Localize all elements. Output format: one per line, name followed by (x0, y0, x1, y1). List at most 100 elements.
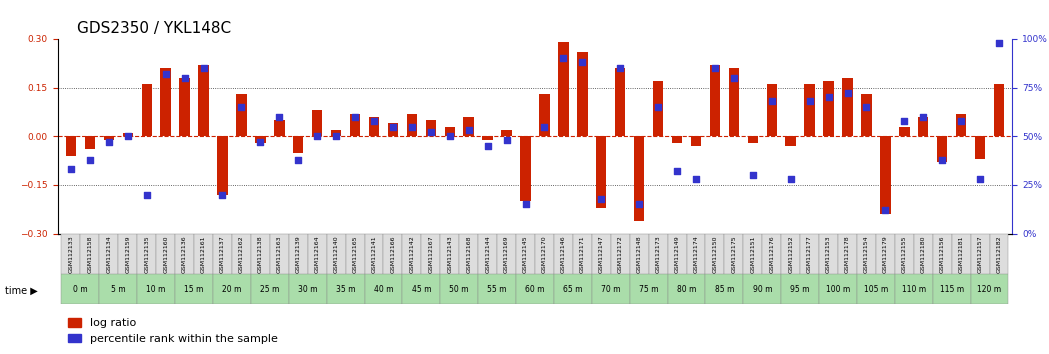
FancyBboxPatch shape (403, 234, 422, 274)
FancyBboxPatch shape (175, 234, 194, 274)
Bar (369, 117, 379, 136)
Text: GSM112158: GSM112158 (87, 235, 92, 273)
Point (783, 176, 799, 182)
Bar (66, 136, 77, 156)
FancyBboxPatch shape (800, 234, 819, 274)
Point (214, 192, 231, 198)
Text: 55 m: 55 m (488, 285, 507, 294)
FancyBboxPatch shape (119, 234, 137, 274)
Text: GSM112171: GSM112171 (580, 235, 585, 273)
Text: GSM112163: GSM112163 (277, 235, 282, 273)
FancyBboxPatch shape (554, 234, 573, 274)
FancyBboxPatch shape (763, 234, 782, 274)
FancyBboxPatch shape (365, 274, 403, 304)
Text: GSM112143: GSM112143 (447, 235, 452, 273)
Text: GSM112167: GSM112167 (428, 235, 433, 273)
FancyBboxPatch shape (951, 234, 970, 274)
Point (327, 133, 344, 139)
FancyBboxPatch shape (175, 274, 213, 304)
Text: GSM112136: GSM112136 (183, 235, 187, 273)
Text: 40 m: 40 m (373, 285, 393, 294)
Text: GSM112159: GSM112159 (125, 235, 130, 273)
Point (801, 98, 818, 104)
Point (896, 118, 913, 124)
Text: GSM112178: GSM112178 (845, 235, 850, 273)
Text: 105 m: 105 m (863, 285, 889, 294)
FancyBboxPatch shape (819, 274, 857, 304)
Text: GSM112145: GSM112145 (523, 235, 528, 273)
Bar (671, 136, 682, 143)
FancyBboxPatch shape (592, 234, 611, 274)
Text: GSM112166: GSM112166 (390, 235, 395, 273)
FancyBboxPatch shape (422, 234, 441, 274)
Text: GSM112147: GSM112147 (599, 235, 604, 273)
FancyBboxPatch shape (573, 234, 592, 274)
Text: 20 m: 20 m (222, 285, 241, 294)
Bar (407, 114, 418, 136)
Point (138, 192, 155, 198)
FancyBboxPatch shape (213, 274, 251, 304)
Text: GSM112165: GSM112165 (352, 235, 358, 273)
Bar (918, 117, 928, 136)
Bar (217, 136, 228, 195)
FancyBboxPatch shape (478, 234, 497, 274)
FancyBboxPatch shape (137, 234, 156, 274)
Text: GSM112149: GSM112149 (675, 235, 680, 273)
FancyBboxPatch shape (441, 274, 478, 304)
FancyBboxPatch shape (403, 274, 441, 304)
Point (290, 157, 306, 162)
Point (668, 169, 685, 174)
Text: GSM112168: GSM112168 (466, 235, 471, 273)
Text: GSM112172: GSM112172 (618, 235, 623, 273)
FancyBboxPatch shape (592, 274, 629, 304)
Point (385, 124, 402, 129)
Bar (142, 84, 152, 136)
Bar (330, 130, 341, 136)
Text: 75 m: 75 m (639, 285, 659, 294)
Bar (729, 68, 740, 136)
FancyBboxPatch shape (345, 234, 365, 274)
FancyBboxPatch shape (307, 234, 326, 274)
Text: 25 m: 25 m (260, 285, 279, 294)
Point (176, 75, 193, 81)
Text: GSM112142: GSM112142 (409, 235, 414, 273)
Text: GSM112137: GSM112137 (220, 235, 224, 273)
Point (82, 157, 99, 162)
FancyBboxPatch shape (819, 234, 838, 274)
FancyBboxPatch shape (251, 234, 270, 274)
Bar (786, 136, 796, 146)
Text: GSM112160: GSM112160 (164, 235, 168, 273)
Text: 60 m: 60 m (526, 285, 544, 294)
FancyBboxPatch shape (194, 234, 213, 274)
FancyBboxPatch shape (895, 234, 914, 274)
Bar (274, 120, 284, 136)
Bar (577, 52, 587, 136)
Point (101, 139, 117, 145)
Point (971, 176, 988, 182)
Point (934, 157, 950, 162)
Text: GSM112177: GSM112177 (807, 235, 812, 273)
Text: GSM112138: GSM112138 (258, 235, 263, 273)
Bar (179, 78, 190, 136)
FancyBboxPatch shape (914, 234, 933, 274)
Bar (748, 136, 758, 143)
Text: 95 m: 95 m (790, 285, 810, 294)
Text: time ▶: time ▶ (5, 286, 38, 296)
Bar (445, 126, 455, 136)
FancyBboxPatch shape (648, 234, 667, 274)
Text: 115 m: 115 m (940, 285, 964, 294)
Point (593, 196, 609, 201)
Bar (861, 94, 872, 136)
FancyBboxPatch shape (933, 274, 970, 304)
Text: GSM112135: GSM112135 (144, 235, 149, 273)
Text: GSM112134: GSM112134 (106, 235, 111, 273)
FancyBboxPatch shape (933, 234, 951, 274)
Bar (956, 114, 966, 136)
Text: GSM112140: GSM112140 (334, 235, 339, 273)
Bar (615, 68, 625, 136)
Point (517, 201, 534, 207)
Point (233, 104, 250, 110)
FancyBboxPatch shape (288, 234, 307, 274)
FancyBboxPatch shape (744, 274, 782, 304)
FancyBboxPatch shape (459, 234, 478, 274)
